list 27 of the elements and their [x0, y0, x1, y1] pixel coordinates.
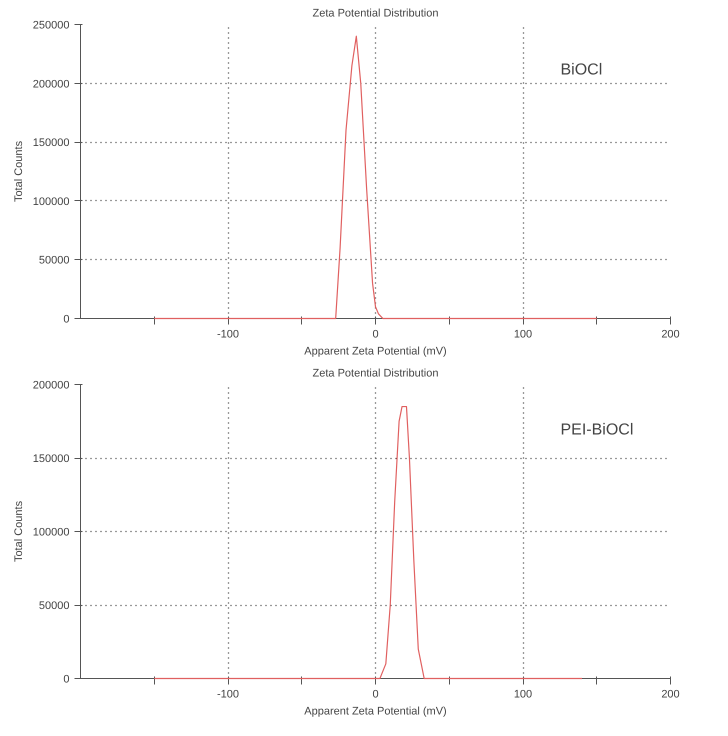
y-axis-title: Total Counts — [12, 500, 25, 562]
x-tick-label: 200 — [661, 688, 680, 700]
y-tick-label: 250000 — [32, 20, 70, 32]
y-tick-label: 100000 — [32, 526, 70, 538]
y-tick-label: 150000 — [32, 137, 70, 150]
y-tick-label: 200000 — [32, 78, 70, 90]
y-tick-label: 50000 — [38, 600, 70, 612]
x-axis-title: Apparent Zeta Potential (mV) — [304, 346, 447, 358]
x-tick-label: 0 — [372, 688, 379, 700]
x-tick-label: 100 — [514, 328, 532, 340]
x-axis-title: Apparent Zeta Potential (mV) — [304, 706, 447, 718]
chart-title: Zeta Potential Distribution — [312, 368, 438, 380]
x-tick-label: 100 — [514, 688, 532, 700]
x-tick-label: 0 — [372, 328, 379, 340]
x-tick-label: -100 — [216, 328, 240, 340]
chart-title: Zeta Potential Distribution — [312, 8, 438, 20]
y-axis-title: Total Counts — [12, 140, 25, 202]
y-tick-label: 150000 — [32, 453, 70, 465]
x-tick-label: 200 — [661, 328, 680, 340]
x-tick-label: -100 — [216, 688, 240, 700]
y-tick-label: 200000 — [32, 380, 70, 392]
y-tick-label: 0 — [63, 314, 70, 326]
y-tick-label: 50000 — [38, 254, 70, 267]
y-tick-label: 0 — [63, 674, 70, 686]
annotation: BiOCl — [560, 62, 602, 78]
y-tick-label: 100000 — [32, 196, 70, 208]
annotation: PEI-BiOCl — [560, 422, 634, 438]
